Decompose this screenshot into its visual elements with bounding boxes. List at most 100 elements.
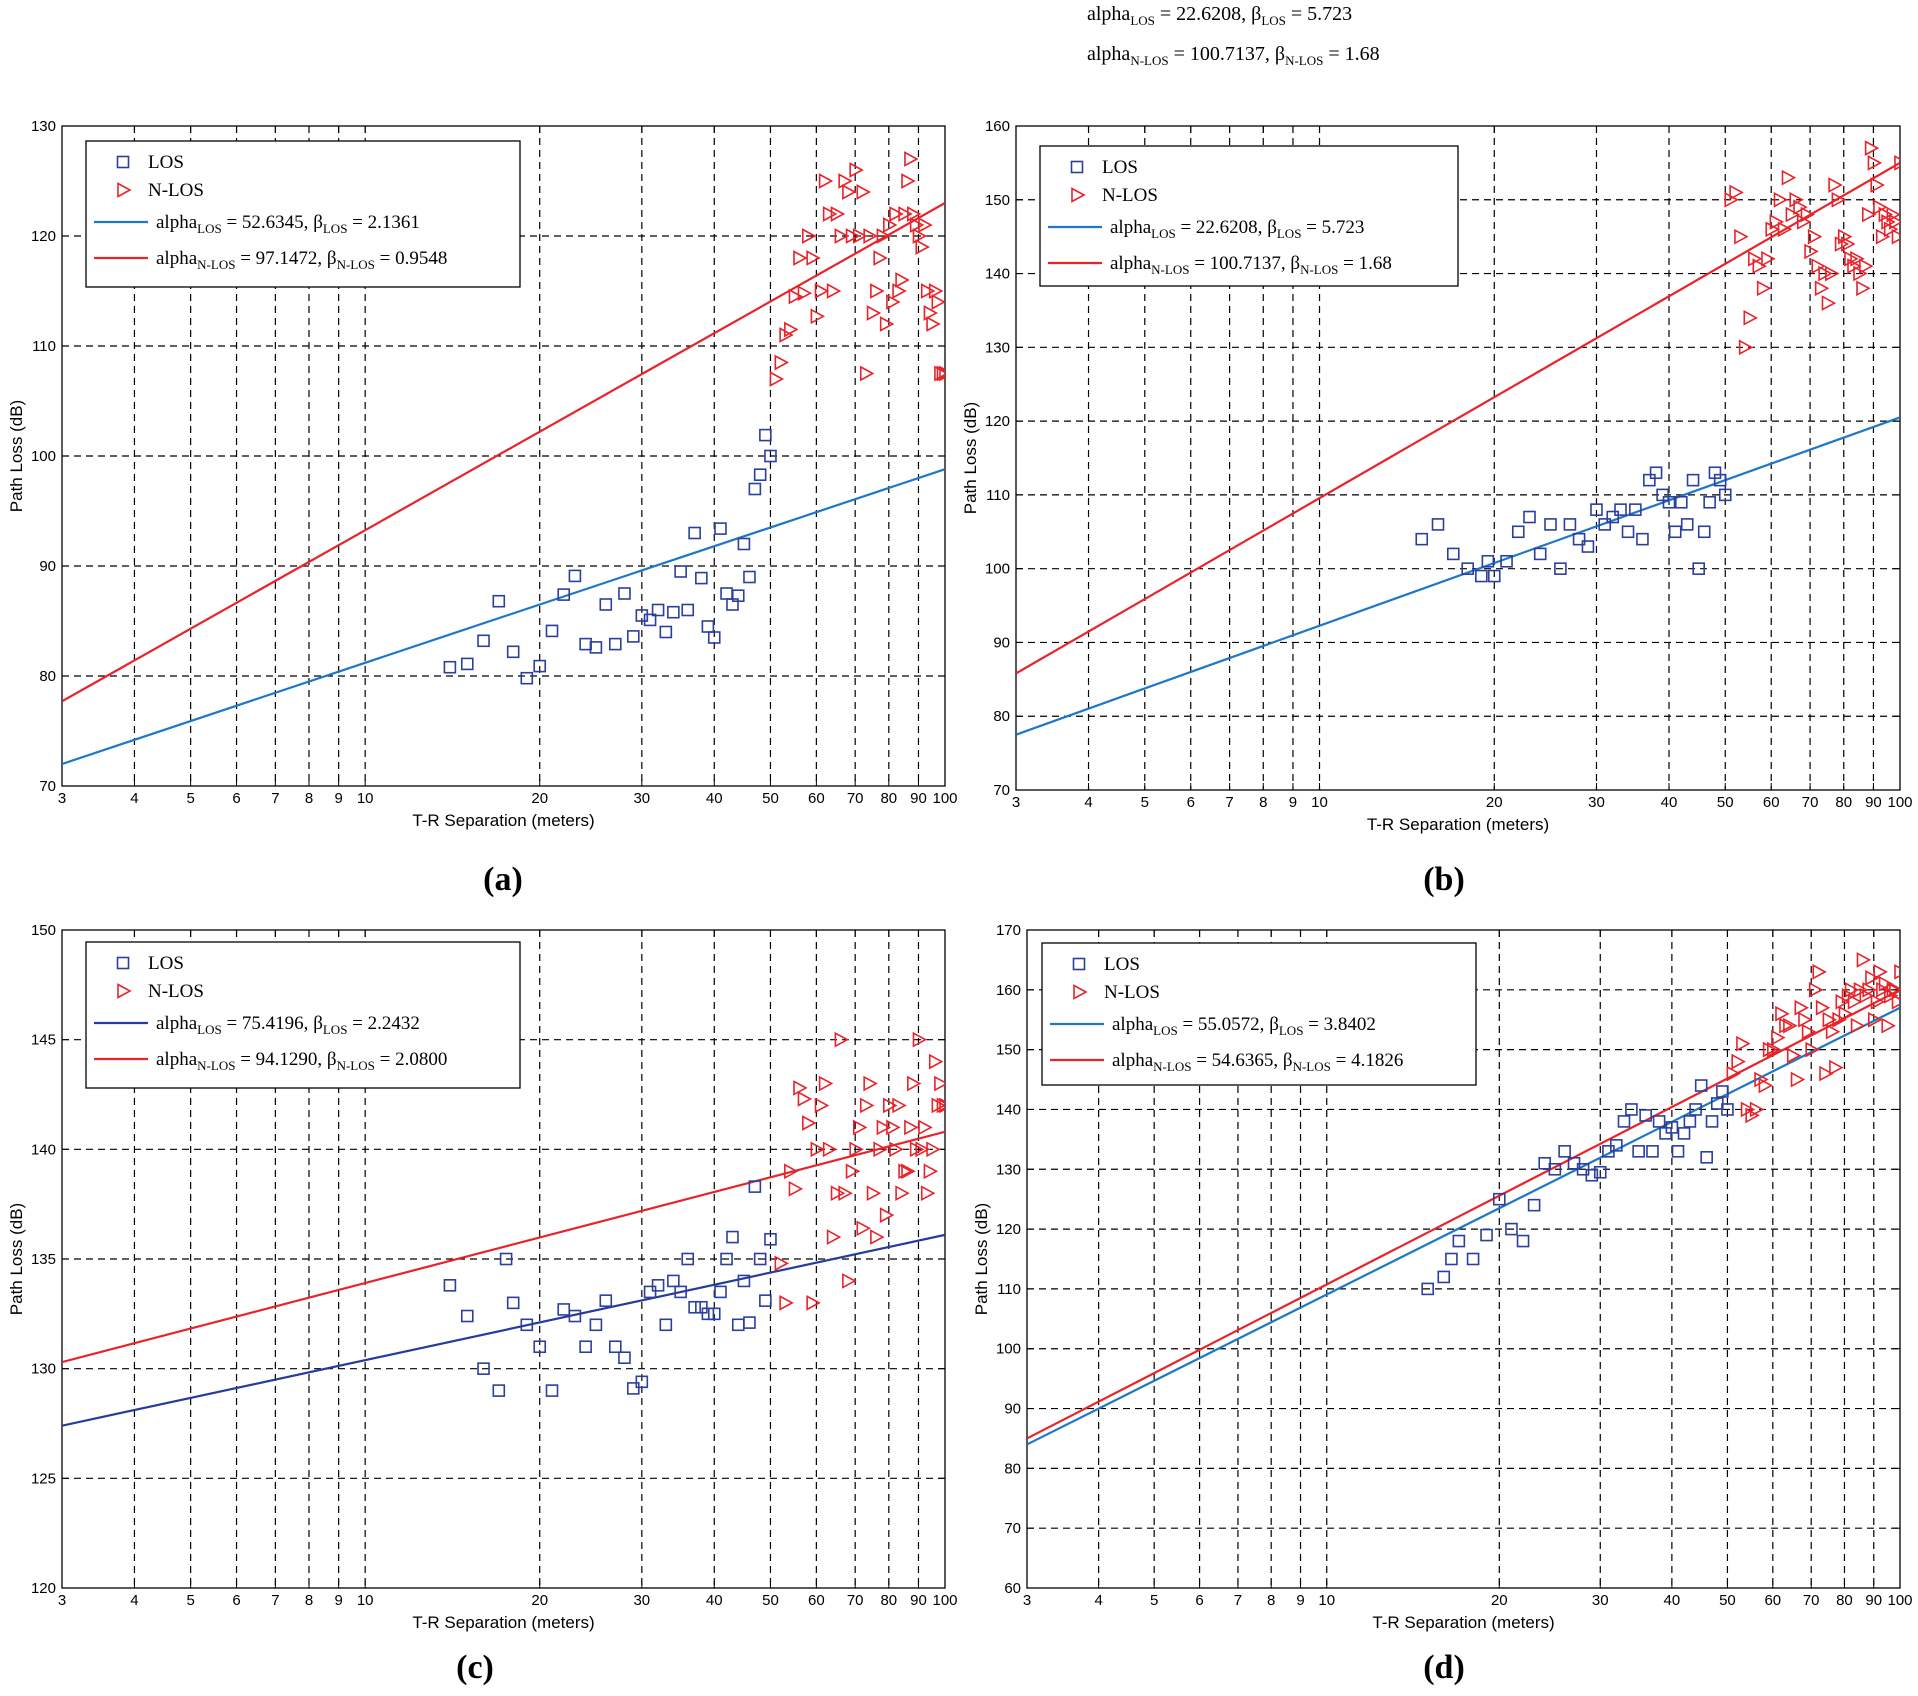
los-point xyxy=(1632,1145,1645,1158)
nlos-point xyxy=(814,1097,830,1114)
top-line2-end: = 1.68 xyxy=(1323,43,1379,65)
los-point xyxy=(626,630,640,643)
x-tick-label: 4 xyxy=(130,790,138,807)
los-point xyxy=(1639,1109,1652,1122)
legend-fit-mid: = 52.6345, xyxy=(222,212,313,233)
nlos-point xyxy=(898,206,913,222)
nlos-point xyxy=(838,173,853,189)
nlos-point xyxy=(1850,1017,1866,1034)
los-point xyxy=(443,1279,457,1292)
legend-nlos-label: N-LOS xyxy=(1102,185,1158,206)
nlos-point xyxy=(845,1163,861,1180)
nlos-point xyxy=(1724,191,1739,208)
los-point xyxy=(1703,495,1716,509)
nlos-point xyxy=(879,316,895,332)
x-tick-label: 6 xyxy=(1187,794,1195,811)
nlos-point xyxy=(1731,1053,1746,1070)
los-point xyxy=(753,1252,767,1266)
legend-fit-beta: β xyxy=(1269,1014,1279,1035)
los-point xyxy=(1527,1198,1541,1212)
x-tick-label: 70 xyxy=(847,790,864,807)
los-point xyxy=(1646,1145,1659,1158)
los-point xyxy=(667,605,680,619)
legend-los-fit-label: alphaLOS = 75.4196, βLOS = 2.2432 xyxy=(156,1013,420,1037)
x-tick-label: 3 xyxy=(58,790,66,807)
los-point xyxy=(1523,510,1536,524)
x-tick-label: 10 xyxy=(357,1592,374,1609)
legend-fit-alpha: alpha xyxy=(1110,253,1152,274)
legend-fit-sub2: N-LOS xyxy=(1300,262,1338,277)
nlos-point xyxy=(1844,981,1860,998)
x-tick-label: 10 xyxy=(357,790,374,807)
los-point xyxy=(1697,525,1711,539)
los-point xyxy=(701,1307,715,1321)
nlos-point xyxy=(1814,280,1830,297)
y-tick-label: 100 xyxy=(31,448,56,465)
legend-box xyxy=(85,140,521,288)
nlos-point xyxy=(915,1141,930,1158)
nlos-point xyxy=(876,1119,892,1136)
los-point xyxy=(720,1252,733,1266)
y-tick-label: 100 xyxy=(996,1341,1021,1358)
nlos-point xyxy=(1777,221,1793,238)
los-point xyxy=(589,1318,603,1332)
legend-fit-sub1: N-LOS xyxy=(1151,262,1189,277)
los-point xyxy=(1652,1115,1666,1128)
legend-los-marker xyxy=(1070,160,1084,174)
nlos-point xyxy=(936,1097,945,1114)
los-point xyxy=(759,428,772,442)
nlos-point xyxy=(1811,258,1826,275)
y-tick-label: 140 xyxy=(985,266,1010,283)
legend-fit-sub1: LOS xyxy=(1153,1023,1178,1038)
nlos-point xyxy=(1738,339,1754,356)
los-point xyxy=(599,598,613,611)
legend-fit-sub1: LOS xyxy=(197,1022,222,1037)
los-point xyxy=(659,1318,673,1332)
x-tick-label: 10 xyxy=(1311,794,1328,811)
los-point xyxy=(477,1362,490,1375)
nlos-point xyxy=(1870,993,1886,1010)
los-point xyxy=(533,1340,547,1354)
nlos-point xyxy=(1771,1029,1786,1046)
nlos-point xyxy=(934,365,945,382)
y-tick-label: 130 xyxy=(996,1161,1021,1178)
los-point xyxy=(599,1294,613,1307)
y-tick-label: 170 xyxy=(996,922,1021,939)
y-tick-label: 120 xyxy=(31,1580,56,1597)
nlos-point xyxy=(1756,280,1772,297)
legend-fit-mid: = 97.1472, xyxy=(235,248,326,269)
nlos-point xyxy=(1889,981,1900,998)
los-point xyxy=(701,620,715,633)
los-point xyxy=(753,468,767,482)
nlos-point xyxy=(1801,1023,1817,1040)
nlos-point xyxy=(849,1141,864,1158)
los-point xyxy=(674,1285,687,1299)
legend-fit-beta: β xyxy=(1267,217,1277,238)
y-tick-label: 120 xyxy=(985,413,1010,430)
los-point xyxy=(545,624,559,638)
los-point xyxy=(506,1296,520,1310)
los-point xyxy=(608,1340,622,1354)
y-axis-label: Path Loss (dB) xyxy=(961,402,980,514)
nlos-point xyxy=(845,228,861,244)
legend-fit-sub2: LOS xyxy=(323,221,348,236)
los-point xyxy=(1481,554,1495,568)
nlos-point xyxy=(1876,981,1891,998)
los-point xyxy=(557,588,571,601)
nlos-point xyxy=(1873,964,1888,980)
y-tick-label: 130 xyxy=(31,118,56,135)
legend-fit-sub2: LOS xyxy=(1279,1023,1304,1038)
nlos-fit-line xyxy=(1027,988,1900,1440)
x-tick-label: 90 xyxy=(910,1592,927,1609)
nlos-point xyxy=(806,1295,821,1311)
legend-nlos-marker xyxy=(117,983,132,999)
legend-fit-beta: β xyxy=(327,248,337,269)
nlos-point xyxy=(1825,1023,1841,1040)
nlos-point xyxy=(818,1075,834,1092)
x-tick-label: 6 xyxy=(1195,1592,1203,1609)
nlos-point xyxy=(1825,265,1840,282)
chart-panel-a: 3 4 5 6 7 8 9 10 20 30 40 50 60 70 80 90 100 70 80 90 100 110… xyxy=(7,118,958,898)
legend-fit-sub2: N-LOS xyxy=(337,257,375,272)
legend-los-fit-label: alphaLOS = 55.0572, βLOS = 3.8402 xyxy=(1112,1014,1376,1038)
nlos-point xyxy=(863,228,878,244)
